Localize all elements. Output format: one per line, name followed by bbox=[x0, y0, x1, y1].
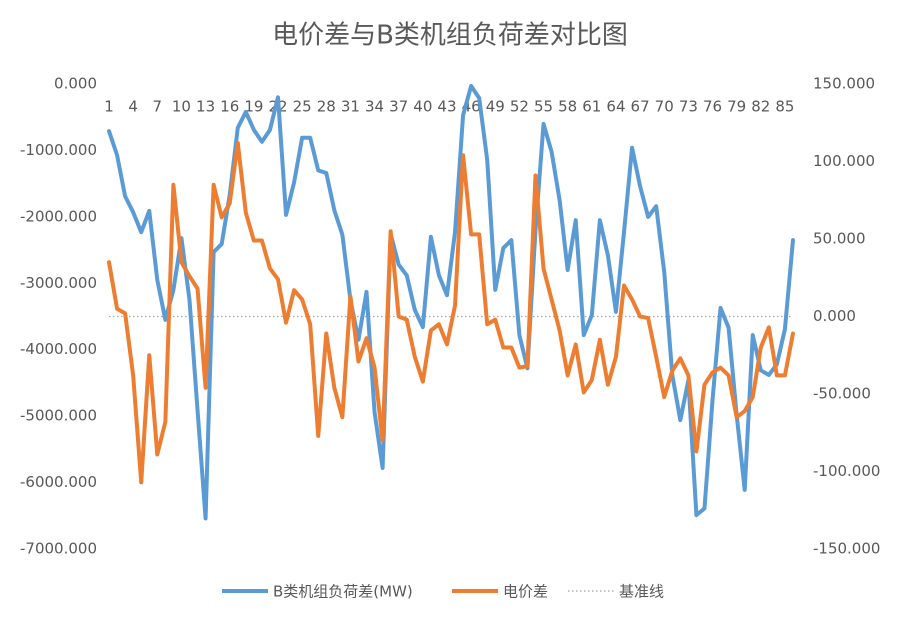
x-tick-label: 61 bbox=[582, 98, 601, 116]
x-tick-label: 43 bbox=[437, 98, 456, 116]
x-tick-label: 85 bbox=[775, 98, 794, 116]
legend-label: 电价差 bbox=[503, 583, 548, 601]
x-tick-label: 70 bbox=[655, 98, 674, 116]
y-tick-label: 0.000 bbox=[54, 75, 97, 93]
x-tick-label: 82 bbox=[751, 98, 770, 116]
x-tick-label: 79 bbox=[727, 98, 746, 116]
x-tick-label: 58 bbox=[558, 98, 577, 116]
series-line bbox=[107, 140, 795, 485]
x-tick-label: 40 bbox=[413, 98, 432, 116]
y-tick-label: -7000.000 bbox=[20, 540, 97, 558]
series-line bbox=[107, 83, 795, 521]
x-tick-label: 34 bbox=[365, 98, 384, 116]
y2-tick-label: 50.000 bbox=[813, 230, 866, 248]
y-tick-label: -6000.000 bbox=[20, 473, 97, 491]
x-tick-label: 49 bbox=[486, 98, 505, 116]
y2-tick-label: 150.000 bbox=[813, 75, 875, 93]
x-tick-label: 25 bbox=[293, 98, 312, 116]
x-tick-label: 16 bbox=[220, 98, 239, 116]
y2-tick-label: 0.000 bbox=[813, 307, 856, 325]
x-tick-label: 28 bbox=[317, 98, 336, 116]
x-tick-label: 55 bbox=[534, 98, 553, 116]
x-tick-label: 64 bbox=[606, 98, 625, 116]
x-tick-label: 13 bbox=[196, 98, 215, 116]
x-tick-label: 7 bbox=[153, 98, 163, 116]
x-tick-label: 67 bbox=[631, 98, 650, 116]
x-tick-label: 1 bbox=[104, 98, 114, 116]
x-tick-label: 31 bbox=[341, 98, 360, 116]
x-tick-label: 76 bbox=[703, 98, 722, 116]
y-tick-label: -5000.000 bbox=[20, 407, 97, 425]
chart-title: 电价差与B类机组负荷差对比图 bbox=[272, 21, 628, 51]
y-tick-label: -1000.000 bbox=[20, 141, 97, 159]
y-tick-label: -4000.000 bbox=[20, 340, 97, 358]
legend-label: 基准线 bbox=[619, 583, 664, 601]
x-tick-label: 52 bbox=[510, 98, 529, 116]
x-tick-label: 73 bbox=[679, 98, 698, 116]
x-tick-label: 19 bbox=[244, 98, 263, 116]
y2-tick-label: -100.000 bbox=[813, 462, 880, 480]
legend-label: B类机组负荷差(MW) bbox=[273, 583, 413, 601]
y-tick-label: -2000.000 bbox=[20, 207, 97, 225]
y2-tick-label: 100.000 bbox=[813, 152, 875, 170]
y2-tick-label: -50.000 bbox=[813, 385, 871, 403]
x-tick-label: 37 bbox=[389, 98, 408, 116]
x-tick-label: 10 bbox=[172, 98, 191, 116]
y2-tick-label: -150.000 bbox=[813, 540, 880, 558]
y-tick-label: -3000.000 bbox=[20, 274, 97, 292]
x-tick-label: 4 bbox=[128, 98, 138, 116]
